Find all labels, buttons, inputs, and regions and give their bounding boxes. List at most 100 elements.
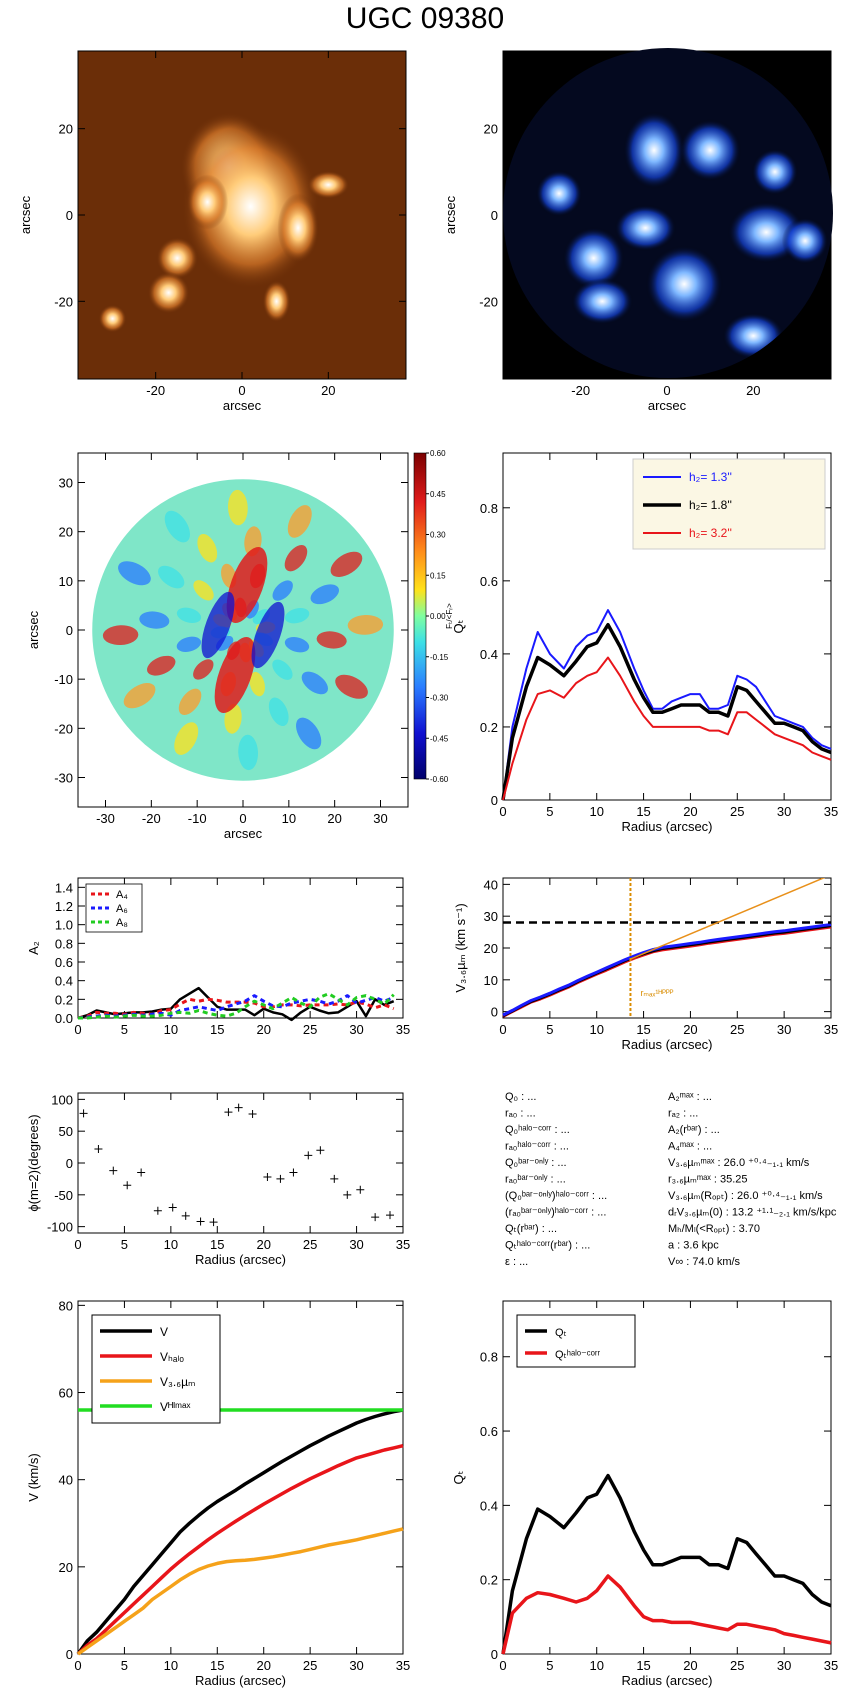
x-tick-label: 10 bbox=[164, 1022, 178, 1037]
info-right-line: Mₕ/Mₗ(<Rₒₚₜ) : 3.70 bbox=[668, 1223, 760, 1235]
y-tick-label: -10 bbox=[54, 672, 73, 687]
force-lobe bbox=[214, 637, 256, 713]
galaxy-emission bbox=[98, 304, 127, 333]
info-right-line: a : 3.6 kpc bbox=[668, 1240, 719, 1252]
x-tick-label: 10 bbox=[164, 1237, 178, 1252]
legend-label: V₃.₆µₘ bbox=[160, 1375, 195, 1389]
x-tick-label: -20 bbox=[571, 383, 590, 398]
phase-plot-panel: 0 5 10 15 20 25 30 35 100 50 0 -50 -100 Radius (arcse… bbox=[26, 1092, 410, 1267]
info-left-line: rₐ₀ : ... bbox=[505, 1108, 536, 1120]
emission-region bbox=[781, 217, 829, 265]
galaxy-emission bbox=[156, 237, 198, 279]
phase-plot-frame bbox=[77, 1092, 404, 1234]
series-line-1 bbox=[502, 924, 832, 1018]
y-tick-label: 20 bbox=[484, 122, 498, 137]
x-tick-label: 30 bbox=[777, 804, 791, 819]
y-axis-label: arcsec bbox=[26, 610, 41, 649]
x-tick-label: 0 bbox=[74, 1237, 81, 1252]
y-tick-label: 0.4 bbox=[480, 1498, 498, 1513]
force-cell bbox=[123, 683, 156, 709]
y-tick-label: 60 bbox=[59, 1386, 73, 1401]
phase-point bbox=[276, 1174, 285, 1183]
legend-label: A₆ bbox=[116, 903, 128, 915]
x-tick-label: 0 bbox=[74, 1022, 81, 1037]
legend-box bbox=[516, 1314, 636, 1368]
y-tick-label: 0 bbox=[491, 1647, 498, 1662]
force-cell bbox=[330, 551, 363, 577]
x-tick-label: 20 bbox=[321, 383, 335, 398]
y-tick-label: 0 bbox=[66, 623, 73, 638]
x-tick-label: 30 bbox=[777, 1022, 791, 1037]
x-tick-label: 30 bbox=[349, 1022, 363, 1037]
x-tick-label: -10 bbox=[188, 811, 207, 826]
info-right-line: r₃.₆µₘᵐᵃˣ : 35.25 bbox=[668, 1174, 748, 1186]
x-tick-label: 25 bbox=[730, 1658, 744, 1673]
y-tick-label: 50 bbox=[59, 1124, 73, 1139]
emission-region bbox=[679, 119, 742, 182]
series-line-0 bbox=[77, 986, 395, 1022]
force-cell bbox=[174, 722, 199, 755]
x-tick-label: 5 bbox=[546, 1658, 553, 1673]
x-axis-label: arcsec bbox=[648, 398, 687, 413]
y-tick-label: 20 bbox=[59, 122, 73, 137]
info-left-line: Q₀ʰᵃˡᵒ⁻ᶜᵒʳʳ : ... bbox=[505, 1124, 570, 1136]
series-line-1 bbox=[77, 997, 395, 1020]
phase-point bbox=[153, 1206, 162, 1215]
galaxy-emission bbox=[262, 280, 291, 323]
x-tick-label: 20 bbox=[327, 811, 341, 826]
x-axis-label: Radius (arcsec) bbox=[621, 1673, 712, 1688]
phase-point bbox=[181, 1211, 190, 1220]
x-tick-label: -20 bbox=[146, 383, 165, 398]
x-tick-label: 10 bbox=[589, 1658, 603, 1673]
y-axis-label: Qₜ bbox=[451, 619, 466, 633]
info-left-line: Qₜʰᵃˡᵒ⁻ᶜᵒʳʳ(rᵇᵃʳ) : ... bbox=[505, 1240, 590, 1252]
x-tick-label: 20 bbox=[746, 383, 760, 398]
phase-point bbox=[371, 1213, 380, 1222]
y-tick-label: 0 bbox=[491, 793, 498, 808]
x-tick-label: 15 bbox=[636, 1658, 650, 1673]
x-tick-label: 25 bbox=[730, 1022, 744, 1037]
x-tick-label: 0 bbox=[499, 804, 506, 819]
force-cell bbox=[139, 611, 170, 629]
y-tick-label: 0.8 bbox=[55, 936, 73, 951]
force-cell bbox=[287, 505, 312, 538]
info-right-line: V∞ : 74.0 km/s bbox=[668, 1256, 741, 1268]
legend-label: Vₕₐₗₒ bbox=[160, 1350, 184, 1364]
emission-region bbox=[751, 148, 799, 196]
x-tick-label: 30 bbox=[349, 1237, 363, 1252]
phase-point bbox=[109, 1166, 118, 1175]
y-tick-label: 0 bbox=[491, 208, 498, 223]
legend-box bbox=[85, 883, 143, 933]
info-left-line: (rₐ₀ᵇᵃʳ⁻ᵒⁿˡʸ)ʰᵃˡᵒ⁻ᶜᵒʳʳ : ... bbox=[505, 1207, 606, 1219]
x-tick-label: 5 bbox=[546, 804, 553, 819]
legend-label: Vᴴᴵᵐᵃˣ bbox=[160, 1400, 190, 1414]
x-tick-label: 15 bbox=[210, 1022, 224, 1037]
force-cell bbox=[193, 580, 214, 601]
y-tick-label: 0.0 bbox=[55, 1011, 73, 1026]
x-tick-label: 30 bbox=[349, 1658, 363, 1673]
x-tick-label: 35 bbox=[396, 1022, 410, 1037]
qt-profile-frame bbox=[502, 452, 832, 801]
force-cell bbox=[284, 608, 310, 624]
y-tick-label: 30 bbox=[59, 476, 73, 491]
y-tick-label: 0 bbox=[66, 1156, 73, 1171]
fourier-amplitudes-frame bbox=[77, 877, 404, 1019]
y-tick-label: 0.6 bbox=[480, 574, 498, 589]
x-tick-label: 5 bbox=[121, 1658, 128, 1673]
galaxy-emission bbox=[277, 193, 319, 263]
y-tick-label: -100 bbox=[47, 1220, 73, 1235]
y-tick-label: -50 bbox=[54, 1188, 73, 1203]
info-right-line: dᵣV₃.₆µₘ(0) : 13.2 ⁺¹·¹₋₂.₁ km/s/kpc bbox=[668, 1207, 837, 1219]
page-title: UGC 09380 bbox=[345, 2, 505, 35]
phase-point bbox=[79, 1109, 88, 1118]
force-cell bbox=[347, 614, 384, 635]
series-line-0 bbox=[76, 1408, 404, 1656]
x-tick-label: 20 bbox=[256, 1658, 270, 1673]
y-tick-label: 20 bbox=[59, 525, 73, 540]
y-tick-label: 10 bbox=[59, 574, 73, 589]
colorbar bbox=[413, 452, 427, 780]
legend-label: V bbox=[160, 1325, 168, 1339]
x-tick-label: 5 bbox=[546, 1022, 553, 1037]
info-left-line: ε : ... bbox=[505, 1256, 528, 1268]
colorbar-tick-label: -0.60 bbox=[430, 775, 449, 784]
